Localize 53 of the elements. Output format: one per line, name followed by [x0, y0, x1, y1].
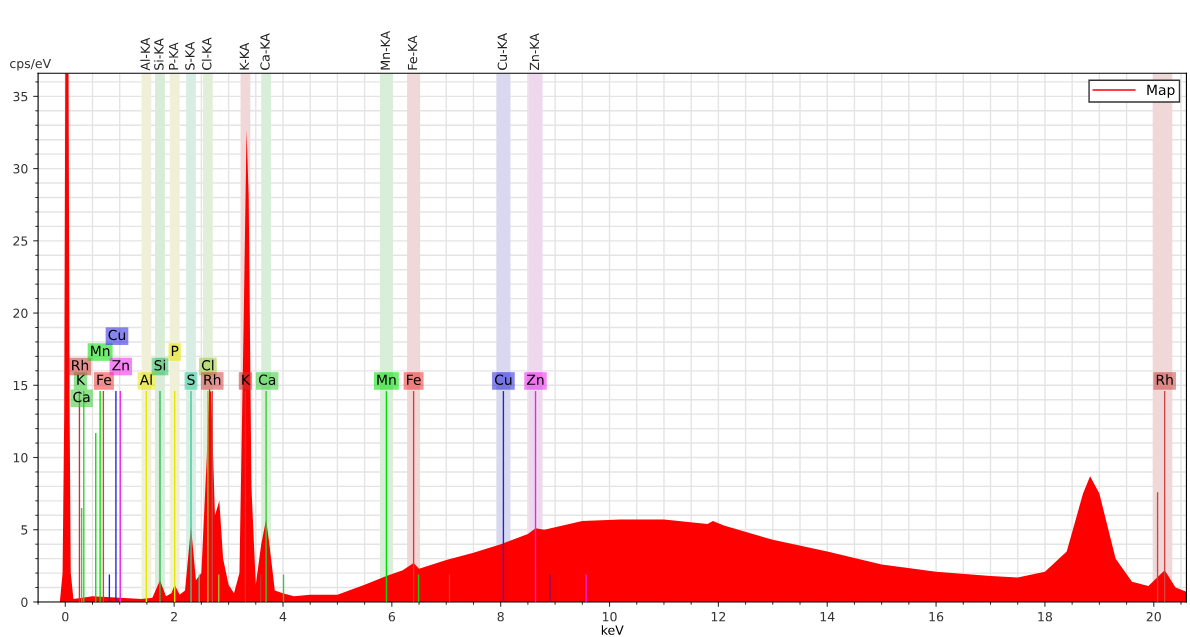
band-label: Fe-KA: [407, 35, 418, 70]
annotation: Rh: [72, 359, 89, 371]
x-tick-label: 14: [820, 612, 835, 622]
annotation: Ca: [258, 374, 276, 385]
band-label: Zn-KA: [529, 33, 539, 71]
annotation: Si: [154, 359, 166, 371]
annotation: Cl: [201, 359, 214, 371]
y-tick-label: 20: [13, 308, 28, 318]
y-tick-label: 30: [13, 164, 28, 174]
y-tick-label: 10: [13, 452, 28, 463]
band-label: Cl-KA: [201, 37, 212, 70]
band-label: Al-KA: [140, 37, 150, 71]
x-tick-label: 2: [171, 611, 177, 622]
x-tick-label: 16: [929, 611, 944, 622]
x-tick-label: 18: [1038, 611, 1053, 622]
band-label: Ca-KA: [260, 33, 270, 70]
annotation: Al: [139, 374, 152, 385]
x-tick-label: 12: [711, 611, 726, 622]
x-tick-label: 8: [497, 611, 504, 622]
x-axis-title: keV: [601, 625, 624, 635]
annotation: S: [187, 374, 195, 385]
annotation: Fe: [407, 374, 421, 385]
band-label: P-KA: [169, 42, 179, 70]
annotation: Fe: [97, 374, 112, 385]
annotation: Zn: [526, 374, 544, 385]
legend-label: Map: [1147, 84, 1175, 98]
band-label: Cu-KA: [497, 33, 508, 70]
y-tick-label: 25: [13, 236, 28, 246]
x-tick-label: 0: [62, 611, 69, 622]
annotation: Mn: [377, 374, 396, 385]
annotation: K: [77, 374, 86, 385]
annotation: Ca: [73, 391, 90, 403]
y-tick-label: 0: [21, 597, 28, 607]
annotation: Rh: [204, 374, 221, 385]
annotation: Mn: [91, 345, 110, 356]
annotation: Rh: [1156, 374, 1173, 385]
annotation: K: [242, 374, 251, 385]
annotation: P: [171, 345, 179, 356]
y-tick-label: 15: [13, 380, 28, 391]
y-axis-title: cps/eV: [10, 58, 52, 71]
y-tick-label: 5: [21, 525, 28, 535]
band-label: K-KA: [239, 42, 249, 70]
annotation: Cu: [494, 374, 512, 385]
x-tick-label: 10: [602, 611, 617, 622]
y-tick-label: 35: [13, 91, 28, 102]
band-label: Si-KA: [153, 38, 164, 70]
annotation: Zn: [112, 360, 129, 371]
x-tick-label: 6: [388, 611, 396, 622]
band-label: S-KA: [185, 41, 195, 70]
annotation: Cu: [108, 329, 125, 341]
x-tick-label: 4: [279, 612, 287, 622]
x-tick-label: 20: [1146, 611, 1161, 622]
band-label: Mn-KA: [380, 30, 390, 70]
